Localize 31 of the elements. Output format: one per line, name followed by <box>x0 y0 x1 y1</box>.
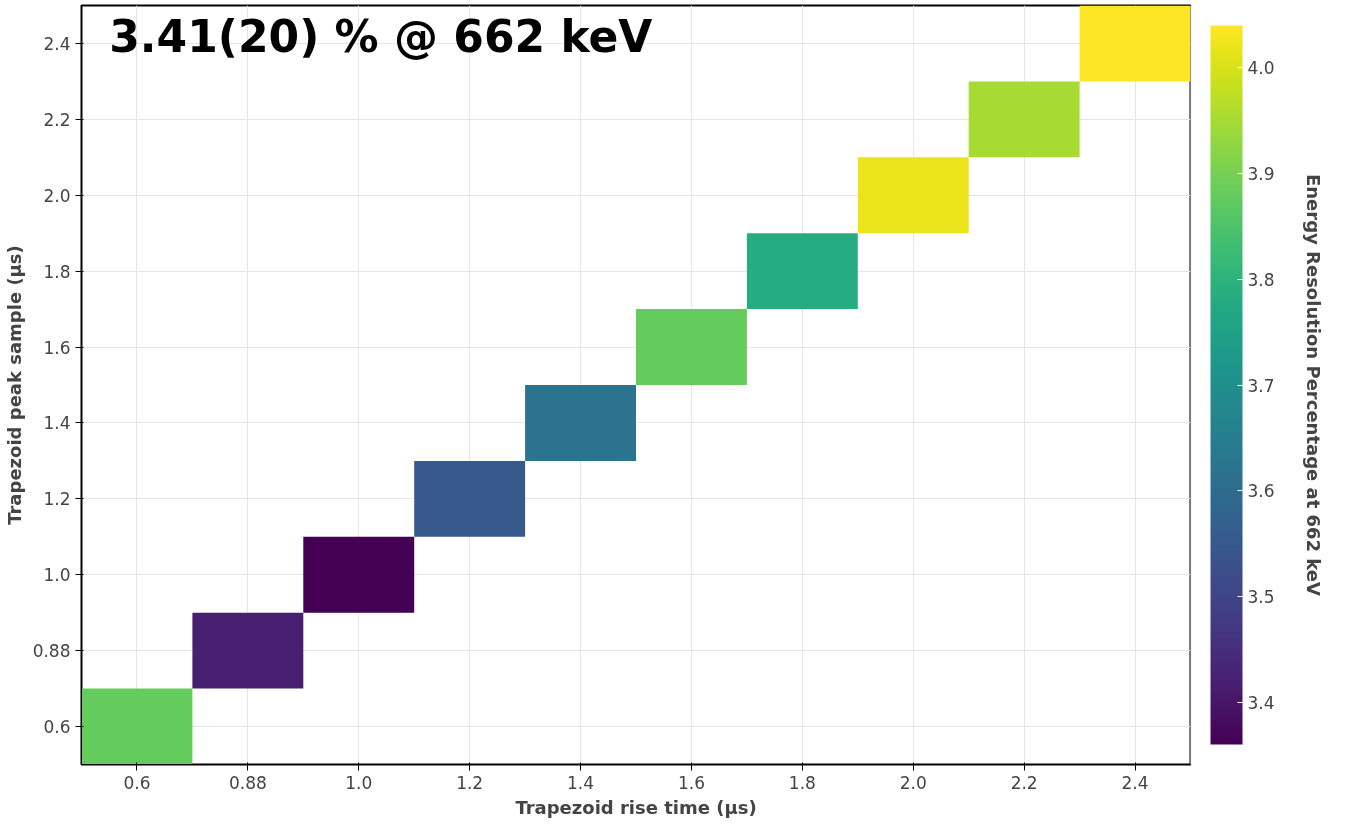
x-tick-label: 0.6 <box>123 772 151 793</box>
color-bar-label: 3.5 <box>1247 586 1275 607</box>
y-tick-label: 1.4 <box>43 413 71 434</box>
x-tick-label: 2.2 <box>1010 772 1038 793</box>
x-tick-label: 2.4 <box>1121 772 1149 793</box>
x-tick-label: 1.4 <box>567 772 595 793</box>
color-bar-label: 3.9 <box>1247 164 1275 185</box>
x-tick-label: 1.8 <box>788 772 816 793</box>
x-axis-title: Trapezoid rise time (µs) <box>515 796 757 818</box>
y-axis-title: Trapezoid peak sample (µs) <box>3 245 25 525</box>
y-tick-label: 2.2 <box>43 109 71 130</box>
y-tick-label: 2.4 <box>43 33 71 54</box>
x-tick-label: 2.0 <box>899 772 927 793</box>
color-bar-label: 4.0 <box>1247 58 1275 79</box>
color-bar-label: 3.7 <box>1247 375 1275 396</box>
x-tick-label: 0.88 <box>228 772 267 793</box>
y-tick-label: 0.88 <box>32 641 71 662</box>
y-tick-label: 1.6 <box>43 337 71 358</box>
y-tick-label: 2.0 <box>43 185 71 206</box>
color-bar-label: 3.6 <box>1247 481 1275 502</box>
x-tick-label: 1.0 <box>345 772 373 793</box>
color-bar-title: Energy Resolution Percentage at 662 keV <box>1302 174 1324 597</box>
y-tick-label: 1.0 <box>43 565 71 586</box>
color-bar-label: 3.8 <box>1247 269 1275 290</box>
color-bar-label: 3.4 <box>1247 692 1275 713</box>
x-tick-label: 1.2 <box>456 772 484 793</box>
y-tick-label: 1.8 <box>43 261 71 282</box>
y-tick-label: 0.6 <box>43 717 71 738</box>
x-tick-label: 1.6 <box>677 772 705 793</box>
annotation: 3.41(20) % @ 662 keV <box>109 11 653 63</box>
y-tick-label: 1.2 <box>43 489 71 510</box>
